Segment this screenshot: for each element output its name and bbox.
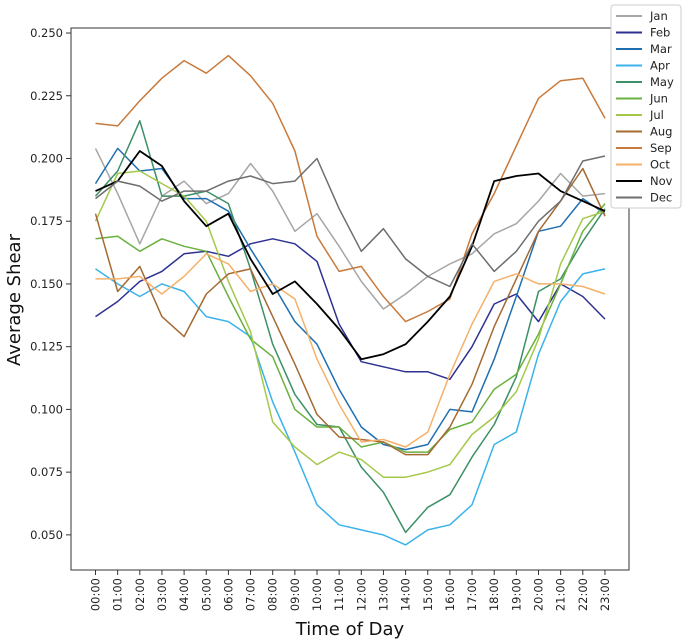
x-tick-label: 14:00 — [399, 578, 413, 611]
x-tick-label: 05:00 — [199, 578, 213, 611]
y-tick-label: 0.100 — [30, 402, 63, 416]
x-tick-label: 15:00 — [421, 578, 435, 611]
x-axis-ticks: 00:00 01:00 02:00 03:00 04:00 05:00 06:00 07:00… — [89, 570, 612, 611]
legend-label-dec: Dec — [650, 191, 672, 205]
y-tick-label: 0.050 — [30, 528, 63, 542]
series-line-mar — [94, 147, 606, 451]
y-tick-label: 0.150 — [30, 277, 63, 291]
series-lines — [94, 54, 606, 546]
series-line-aug — [94, 167, 606, 456]
y-tick-label: 0.125 — [30, 340, 63, 354]
x-tick-label: 12:00 — [354, 578, 368, 611]
legend-label-oct: Oct — [650, 158, 670, 172]
series-line-jan — [94, 148, 606, 310]
x-tick-label: 21:00 — [554, 578, 568, 611]
legend-label-sep: Sep — [650, 141, 672, 155]
y-axis-title: Average Shear — [4, 233, 25, 366]
x-tick-label: 20:00 — [532, 578, 546, 611]
series-line-sep — [95, 54, 606, 323]
legend-label-jan: Jan — [649, 9, 668, 23]
y-tick-label: 0.225 — [30, 89, 63, 103]
x-tick-label: 18:00 — [487, 578, 501, 611]
series-line-jun — [95, 203, 606, 453]
x-axis-title: Time of Day — [295, 619, 405, 640]
y-tick-label: 0.250 — [30, 26, 63, 40]
x-tick-label: 23:00 — [598, 578, 612, 611]
y-tick-label: 0.200 — [30, 151, 63, 165]
legend-box — [610, 4, 682, 209]
x-tick-label: 01:00 — [111, 578, 125, 611]
legend-label-jul: Jul — [649, 108, 664, 122]
x-tick-label: 10:00 — [310, 578, 324, 611]
series-line-nov — [95, 150, 606, 361]
y-tick-label: 0.075 — [30, 465, 63, 479]
x-tick-label: 06:00 — [221, 578, 235, 611]
x-tick-label: 16:00 — [443, 578, 457, 611]
legend-label-apr: Apr — [650, 59, 670, 73]
legend-label-jun: Jun — [649, 92, 668, 106]
x-tick-label: 07:00 — [244, 578, 258, 611]
legend-label-mar: Mar — [650, 42, 672, 56]
x-tick-label: 03:00 — [155, 578, 169, 611]
legend-label-feb: Feb — [650, 26, 670, 40]
y-tick-label: 0.175 — [30, 214, 63, 228]
y-axis-ticks: 0.050 0.075 0.100 0.125 0.150 0.175 0.200 0.225… — [30, 26, 71, 542]
plot-frame — [70, 27, 630, 571]
x-tick-label: 17:00 — [465, 578, 479, 611]
x-tick-label: 22:00 — [576, 578, 590, 611]
series-line-jul — [94, 170, 606, 478]
legend-label-may: May — [650, 75, 674, 89]
x-tick-label: 09:00 — [288, 578, 302, 611]
x-tick-label: 04:00 — [177, 578, 191, 611]
x-tick-label: 02:00 — [133, 578, 147, 611]
x-tick-label: 19:00 — [509, 578, 523, 611]
x-tick-label: 13:00 — [376, 578, 390, 611]
series-line-apr — [95, 268, 606, 546]
series-line-oct — [95, 253, 606, 448]
x-tick-label: 11:00 — [332, 578, 346, 611]
legend: Jan Feb Mar Apr May Jun Jul Aug Sep Oct Nov Dec — [610, 4, 682, 209]
x-tick-label: 08:00 — [266, 578, 280, 611]
series-line-dec — [95, 155, 606, 288]
legend-label-aug: Aug — [650, 125, 672, 139]
x-tick-label: 00:00 — [89, 578, 103, 611]
legend-label-nov: Nov — [650, 174, 673, 188]
